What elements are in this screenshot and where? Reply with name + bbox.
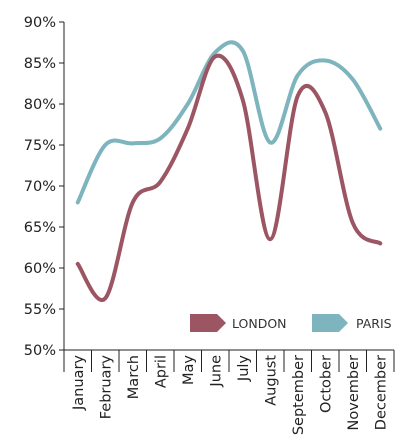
x-tick-label: September bbox=[291, 355, 307, 435]
x-tick-label: April bbox=[153, 355, 169, 388]
x-tick-label: November bbox=[346, 355, 362, 430]
y-tick-label: 50% bbox=[24, 343, 56, 359]
legend-label-paris: PARIS bbox=[356, 316, 392, 331]
x-axis: January February March April May June July Augu… bbox=[63, 349, 395, 435]
x-tick-label: February bbox=[98, 355, 114, 420]
x-tick-label: December bbox=[373, 355, 389, 430]
series-lines bbox=[75, 40, 383, 303]
y-axis: 50% 55% 60% 65% 70% 75% 80% 85% 90% bbox=[24, 15, 65, 359]
y-tick-label: 70% bbox=[24, 179, 56, 195]
legend: LONDON PARIS bbox=[190, 314, 392, 332]
x-tick-label: January bbox=[71, 355, 87, 411]
series-line-london bbox=[75, 53, 383, 303]
y-tick-label: 90% bbox=[24, 15, 56, 31]
legend-label-london: LONDON bbox=[232, 316, 287, 331]
y-tick-label: 85% bbox=[24, 56, 56, 72]
x-tick-label: June bbox=[208, 355, 224, 388]
y-tick-label: 55% bbox=[24, 302, 56, 318]
series-line-paris bbox=[75, 40, 383, 205]
x-tick-label: May bbox=[181, 355, 197, 385]
x-tick-label: July bbox=[236, 355, 252, 382]
y-tick-label: 80% bbox=[24, 97, 56, 113]
y-tick-label: 75% bbox=[24, 138, 56, 154]
legend-swatch-london bbox=[190, 314, 226, 332]
x-tick-label: October bbox=[318, 355, 334, 413]
x-tick-label: March bbox=[126, 355, 142, 399]
x-tick-label: August bbox=[263, 355, 279, 406]
y-tick-label: 60% bbox=[24, 261, 56, 277]
y-tick-label: 65% bbox=[24, 220, 56, 236]
legend-swatch-paris bbox=[312, 314, 348, 332]
